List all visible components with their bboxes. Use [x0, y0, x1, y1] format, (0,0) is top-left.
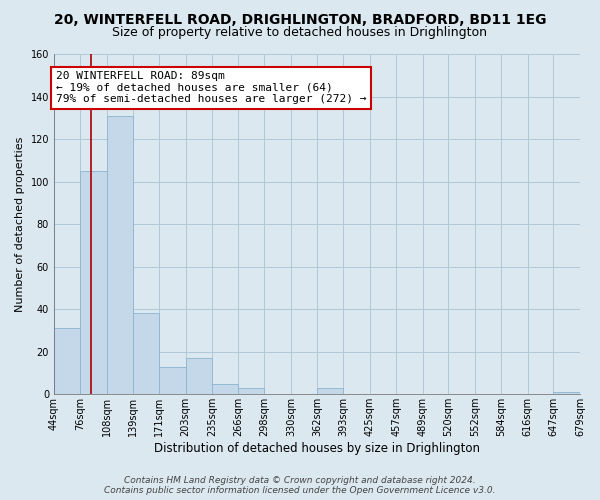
Bar [317, 388, 343, 394]
Text: 20 WINTERFELL ROAD: 89sqm
← 19% of detached houses are smaller (64)
79% of semi-: 20 WINTERFELL ROAD: 89sqm ← 19% of detac… [56, 71, 366, 104]
Bar [185, 358, 212, 394]
Bar [553, 392, 580, 394]
X-axis label: Distribution of detached houses by size in Drighlington: Distribution of detached houses by size … [154, 442, 480, 455]
Y-axis label: Number of detached properties: Number of detached properties [15, 136, 25, 312]
Bar [107, 116, 133, 394]
Text: Contains HM Land Registry data © Crown copyright and database right 2024.
Contai: Contains HM Land Registry data © Crown c… [104, 476, 496, 495]
Bar [159, 366, 185, 394]
Text: 20, WINTERFELL ROAD, DRIGHLINGTON, BRADFORD, BD11 1EG: 20, WINTERFELL ROAD, DRIGHLINGTON, BRADF… [54, 12, 546, 26]
Bar [80, 171, 107, 394]
Bar [212, 384, 238, 394]
Bar [54, 328, 80, 394]
Text: Size of property relative to detached houses in Drighlington: Size of property relative to detached ho… [113, 26, 487, 39]
Bar [238, 388, 265, 394]
Bar [133, 314, 159, 394]
